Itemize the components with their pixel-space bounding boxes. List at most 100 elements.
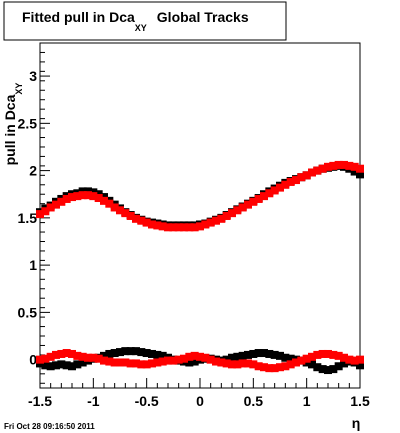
data-point [73, 360, 82, 369]
data-point [158, 357, 167, 366]
data-point [244, 359, 252, 368]
data-point [180, 223, 188, 232]
data-point [41, 207, 50, 216]
data-point [318, 365, 327, 374]
data-point [340, 160, 348, 169]
series-4 [36, 349, 364, 373]
data-point [206, 218, 215, 227]
data-point [174, 223, 183, 232]
data-point [142, 360, 151, 369]
data-point [270, 350, 279, 359]
data-point [260, 363, 268, 372]
data-point [100, 356, 108, 365]
data-point [174, 355, 183, 364]
data-point [302, 171, 311, 180]
y-tick-label: 1 [29, 257, 37, 273]
data-point [286, 177, 295, 186]
data-point [52, 200, 60, 209]
data-point [110, 203, 119, 212]
data-point [94, 194, 103, 203]
data-point [121, 347, 130, 356]
data-point [302, 354, 311, 363]
data-point [329, 365, 338, 374]
data-point [137, 216, 146, 225]
data-point [313, 166, 322, 175]
data-point [350, 162, 359, 171]
data-point [356, 164, 364, 173]
data-point [260, 192, 268, 201]
ticks-layer: -1.5 -1 -0.5 0 0.5 1 1.5 0 0.5 1 1.5 2 2.5 3 [18, 51, 370, 409]
x-tick-label: -1 [87, 393, 100, 409]
data-point [36, 355, 44, 364]
chart-title-main: Fitted pull in Dca [22, 9, 135, 25]
data-point [308, 360, 316, 369]
data-point [169, 223, 178, 232]
x-tick-label: 1.5 [350, 393, 370, 409]
data-point [36, 210, 44, 219]
data-point [190, 223, 199, 232]
data-point [41, 354, 50, 363]
data-point [190, 351, 199, 360]
data-point [201, 220, 210, 229]
data-point [228, 360, 236, 369]
data-point [68, 193, 76, 202]
y-tick-label: 3 [29, 68, 37, 84]
data-point [126, 359, 135, 368]
data-point [350, 356, 359, 365]
data-point [142, 218, 151, 227]
data-point [334, 362, 343, 371]
data-point [84, 353, 92, 362]
data-point [132, 359, 140, 368]
x-tick-label: 0.5 [244, 393, 264, 409]
data-point [84, 191, 92, 200]
data-point [68, 362, 76, 371]
data-point [89, 192, 98, 201]
data-point [340, 359, 348, 368]
chart-title-suffix: Global Tracks [157, 9, 249, 25]
data-point [57, 197, 66, 206]
data-point [105, 349, 114, 358]
data-point [94, 354, 103, 363]
data-point [238, 351, 247, 360]
data-point [132, 347, 140, 356]
data-point [185, 352, 194, 361]
x-tick-label: -1.5 [28, 393, 52, 409]
data-point [137, 348, 146, 357]
data-point [116, 206, 124, 215]
data-point [110, 358, 119, 367]
x-tick-label: -0.5 [135, 393, 159, 409]
y-tick-label: 2 [29, 163, 37, 179]
data-point [244, 350, 252, 359]
data-point [286, 354, 295, 363]
data-point [340, 353, 348, 362]
series-2 [36, 160, 364, 232]
data-point [276, 183, 284, 192]
data-point [169, 356, 178, 365]
data-point [249, 197, 258, 206]
data-point [196, 352, 204, 361]
x-tick-label: 0 [196, 393, 204, 409]
data-point [190, 357, 199, 366]
data-point [270, 186, 279, 195]
data-point [324, 366, 332, 375]
data-point [217, 214, 226, 223]
data-point [329, 161, 338, 170]
data-point [217, 358, 226, 367]
data-point [334, 160, 343, 169]
data-point [356, 361, 364, 370]
data-point [153, 358, 162, 367]
data-point [318, 164, 327, 173]
data-point [196, 222, 204, 231]
data-point [46, 352, 55, 361]
data-point [62, 194, 71, 203]
data-point [356, 355, 364, 364]
data-point [57, 360, 66, 369]
data-point [185, 223, 194, 232]
plot-frame [39, 42, 361, 389]
data-point [228, 209, 236, 218]
data-point [254, 194, 263, 203]
data-point [153, 350, 162, 359]
data-point [78, 352, 87, 361]
data-point [233, 206, 242, 215]
y-tick-label: 0.5 [18, 304, 38, 320]
